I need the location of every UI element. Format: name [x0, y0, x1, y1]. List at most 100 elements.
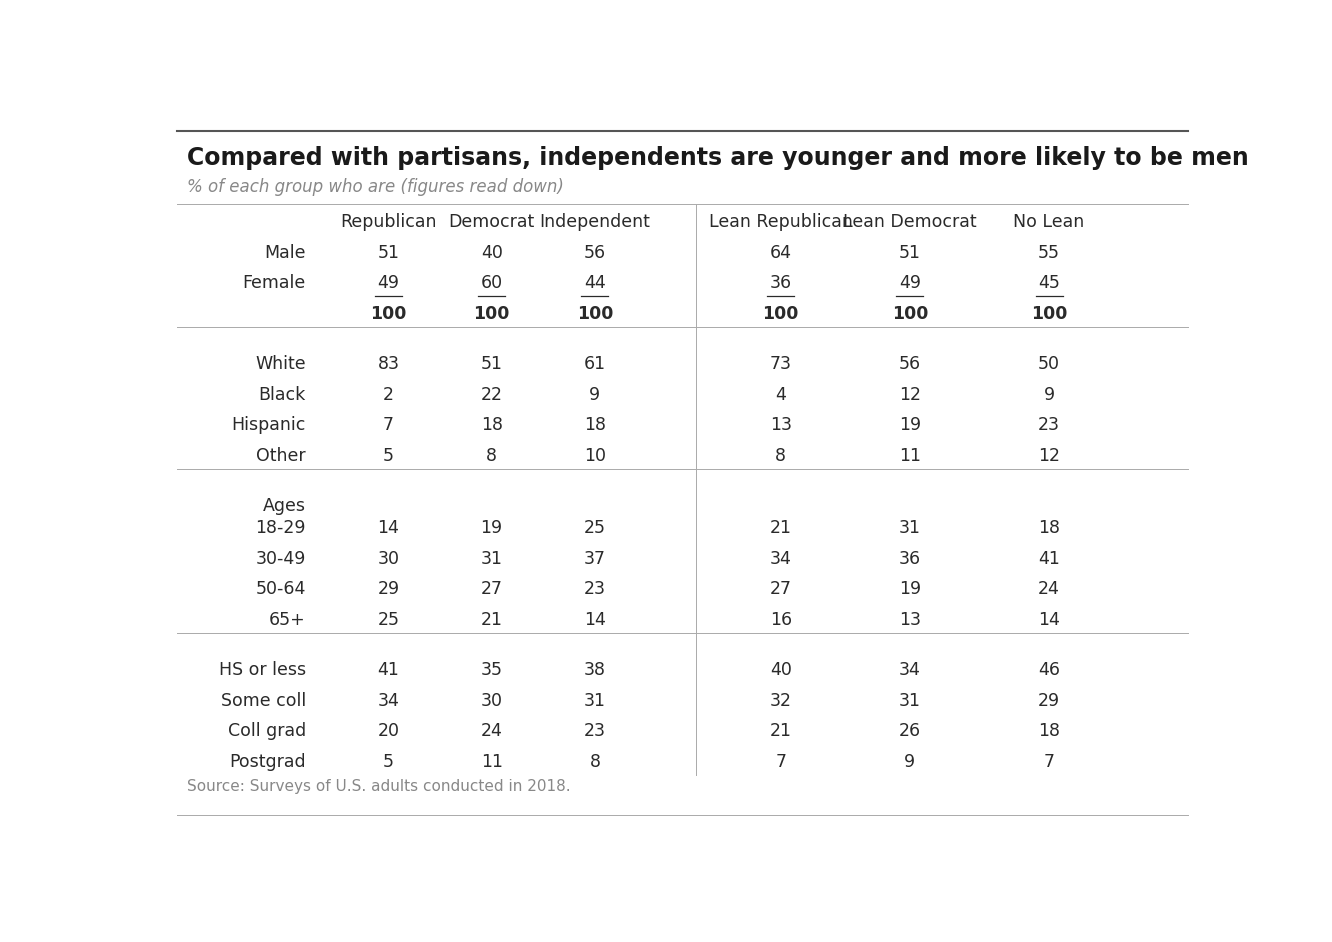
Text: 5: 5: [382, 753, 394, 771]
Text: 21: 21: [481, 610, 502, 628]
Text: 49: 49: [377, 274, 400, 292]
Text: 14: 14: [377, 519, 400, 537]
Text: 26: 26: [899, 723, 920, 740]
Text: 11: 11: [481, 753, 502, 771]
Text: 40: 40: [481, 244, 502, 262]
Text: 25: 25: [583, 519, 606, 537]
Text: 73: 73: [770, 355, 791, 373]
Text: 31: 31: [899, 519, 920, 537]
Text: Coll grad: Coll grad: [228, 723, 306, 740]
Text: 65+: 65+: [269, 610, 306, 628]
Text: Democrat: Democrat: [449, 213, 535, 231]
Text: 21: 21: [770, 519, 791, 537]
Text: Some coll: Some coll: [221, 691, 306, 710]
Text: 44: 44: [583, 274, 606, 292]
Text: 64: 64: [770, 244, 791, 262]
Text: 16: 16: [770, 610, 791, 628]
Text: 9: 9: [589, 386, 601, 404]
Text: 8: 8: [589, 753, 601, 771]
Text: 14: 14: [1038, 610, 1060, 628]
Text: 35: 35: [481, 661, 502, 679]
Text: 13: 13: [770, 416, 791, 434]
Text: 37: 37: [583, 550, 606, 568]
Text: 12: 12: [1038, 447, 1060, 464]
Text: 18-29: 18-29: [256, 519, 306, 537]
Text: 5: 5: [382, 447, 394, 464]
Text: 27: 27: [481, 580, 502, 598]
Text: 18: 18: [583, 416, 606, 434]
Text: 100: 100: [891, 304, 928, 322]
Text: 34: 34: [377, 691, 400, 710]
Text: 20: 20: [377, 723, 400, 740]
Text: 18: 18: [1038, 723, 1060, 740]
Text: 7: 7: [382, 416, 394, 434]
Text: 19: 19: [481, 519, 502, 537]
Text: 23: 23: [583, 580, 606, 598]
Text: Male: Male: [264, 244, 306, 262]
Text: 11: 11: [899, 447, 920, 464]
Text: 24: 24: [1038, 580, 1060, 598]
Text: % of each group who are (figures read down): % of each group who are (figures read do…: [186, 178, 563, 196]
Text: 18: 18: [1038, 519, 1060, 537]
Text: 7: 7: [775, 753, 786, 771]
Text: HS or less: HS or less: [218, 661, 306, 679]
Text: 25: 25: [377, 610, 400, 628]
Text: Source: Surveys of U.S. adults conducted in 2018.: Source: Surveys of U.S. adults conducted…: [186, 779, 571, 794]
Text: 51: 51: [481, 355, 502, 373]
Text: 29: 29: [1038, 691, 1060, 710]
Text: 100: 100: [370, 304, 406, 322]
Text: 100: 100: [762, 304, 799, 322]
Text: 9: 9: [1043, 386, 1055, 404]
Text: 10: 10: [583, 447, 606, 464]
Text: 50: 50: [1038, 355, 1060, 373]
Text: 31: 31: [481, 550, 502, 568]
Text: Black: Black: [258, 386, 306, 404]
Text: 46: 46: [1038, 661, 1060, 679]
Text: 8: 8: [486, 447, 497, 464]
Text: 51: 51: [899, 244, 920, 262]
Text: 22: 22: [481, 386, 502, 404]
Text: 19: 19: [899, 580, 920, 598]
Text: 7: 7: [1043, 753, 1055, 771]
Text: 100: 100: [577, 304, 613, 322]
Text: 30: 30: [377, 550, 400, 568]
Text: 45: 45: [1038, 274, 1060, 292]
Text: 56: 56: [583, 244, 606, 262]
Text: 100: 100: [473, 304, 510, 322]
Text: 4: 4: [775, 386, 786, 404]
Text: 60: 60: [481, 274, 502, 292]
Text: 40: 40: [770, 661, 791, 679]
Text: 30: 30: [481, 691, 502, 710]
Text: 8: 8: [775, 447, 786, 464]
Text: 14: 14: [583, 610, 606, 628]
Text: 9: 9: [904, 753, 915, 771]
Text: 36: 36: [770, 274, 791, 292]
Text: 23: 23: [1038, 416, 1060, 434]
Text: No Lean: No Lean: [1014, 213, 1084, 231]
Text: Hispanic: Hispanic: [232, 416, 306, 434]
Text: 49: 49: [899, 274, 920, 292]
Text: 12: 12: [899, 386, 920, 404]
Text: Other: Other: [256, 447, 306, 464]
Text: 41: 41: [1038, 550, 1060, 568]
Text: 18: 18: [481, 416, 502, 434]
Text: Lean Republican: Lean Republican: [709, 213, 852, 231]
Text: 24: 24: [481, 723, 502, 740]
Text: 31: 31: [583, 691, 606, 710]
Text: White: White: [256, 355, 306, 373]
Text: 13: 13: [899, 610, 920, 628]
Text: 29: 29: [377, 580, 400, 598]
Text: 100: 100: [1031, 304, 1067, 322]
Text: Lean Democrat: Lean Democrat: [843, 213, 976, 231]
Text: 32: 32: [770, 691, 791, 710]
Text: 30-49: 30-49: [256, 550, 306, 568]
Text: 55: 55: [1038, 244, 1060, 262]
Text: 50-64: 50-64: [256, 580, 306, 598]
Text: 21: 21: [770, 723, 791, 740]
Text: 38: 38: [583, 661, 606, 679]
Text: 36: 36: [899, 550, 920, 568]
Text: Independent: Independent: [539, 213, 650, 231]
Text: 34: 34: [770, 550, 791, 568]
Text: Republican: Republican: [340, 213, 437, 231]
Text: 61: 61: [583, 355, 606, 373]
